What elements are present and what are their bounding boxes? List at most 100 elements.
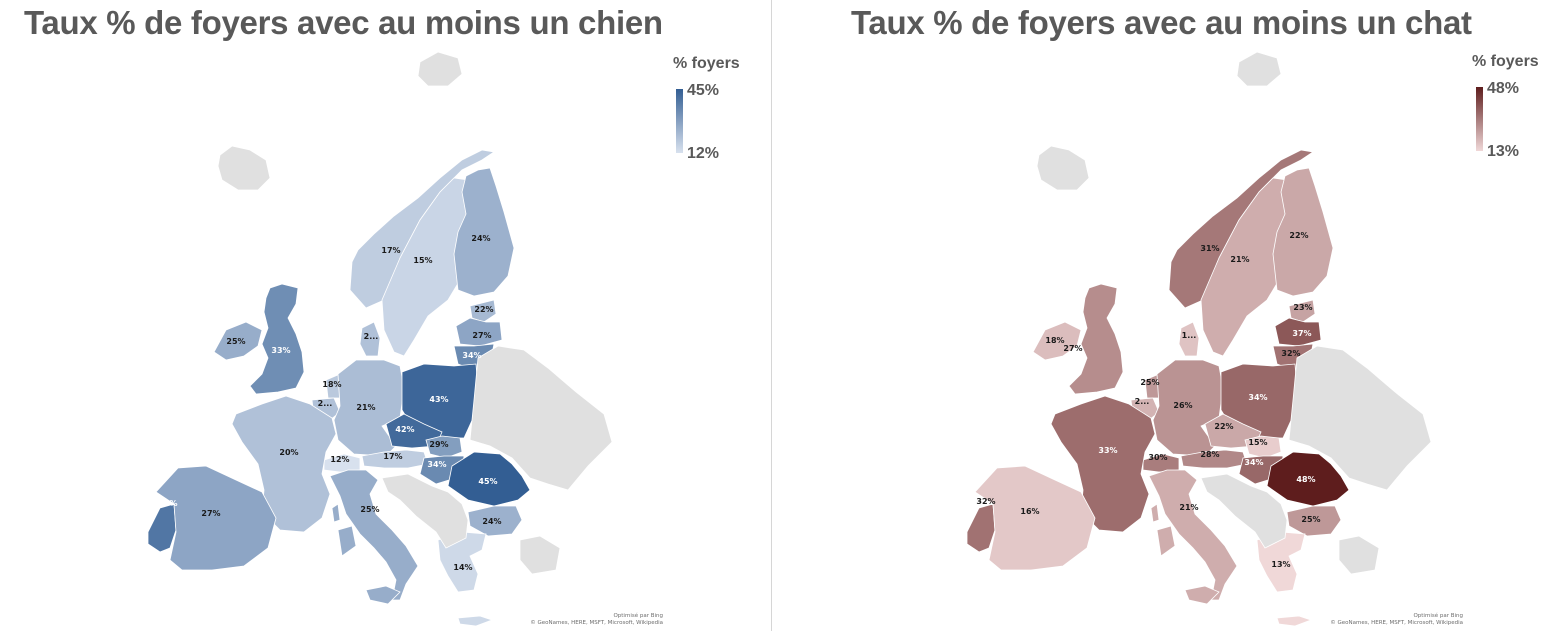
label-ch: 12% xyxy=(330,455,349,464)
country-crete[interactable] xyxy=(457,615,494,627)
country-sv[interactable] xyxy=(417,51,463,87)
country-turkey[interactable] xyxy=(519,535,561,575)
label-sk: 15% xyxy=(1248,438,1267,447)
dog-legend-max: 45% xyxy=(687,82,720,99)
country-ro[interactable] xyxy=(447,451,531,507)
country-it[interactable] xyxy=(329,469,419,601)
country-es[interactable] xyxy=(974,465,1096,571)
label-ro: 45% xyxy=(478,477,497,486)
country-turkey[interactable] xyxy=(1338,535,1380,575)
country-it[interactable] xyxy=(1148,469,1238,601)
label-no: 31% xyxy=(1200,244,1219,253)
label-fi: 24% xyxy=(471,234,490,243)
country-is[interactable] xyxy=(1036,145,1090,191)
label-gr: 13% xyxy=(1271,560,1290,569)
label-pl: 43% xyxy=(429,395,448,404)
label-lv: 27% xyxy=(472,331,491,340)
country-bg[interactable] xyxy=(467,505,523,537)
country-sv[interactable] xyxy=(1236,51,1282,87)
label-sk: 29% xyxy=(429,440,448,449)
country-fr[interactable] xyxy=(231,395,337,533)
dog-legend-title: % foyers xyxy=(673,55,740,72)
country-no[interactable] xyxy=(349,149,496,309)
country-is[interactable] xyxy=(217,145,271,191)
country-cor[interactable] xyxy=(331,503,341,523)
country-pt[interactable] xyxy=(966,503,996,553)
country-balkans[interactable] xyxy=(381,473,469,549)
country-gr[interactable] xyxy=(437,531,487,593)
label-ee: 23% xyxy=(1293,303,1312,312)
country-sic[interactable] xyxy=(1184,585,1220,605)
label-hu: 34% xyxy=(1244,458,1263,467)
country-east[interactable] xyxy=(469,345,613,491)
label-ie: 25% xyxy=(226,337,245,346)
label-fr: 20% xyxy=(279,448,298,457)
country-gr[interactable] xyxy=(1256,531,1306,593)
country-sk[interactable] xyxy=(1244,435,1282,459)
country-dk[interactable] xyxy=(1178,321,1200,357)
cat-choropleth-map[interactable]: 27%18% 31% 21% 22% 23% 37% 32% 1... 25% 2... 26% 34… xyxy=(773,0,1544,631)
country-lv[interactable] xyxy=(455,317,503,347)
panel-divider xyxy=(771,0,772,631)
label-no: 17% xyxy=(381,246,400,255)
country-sard[interactable] xyxy=(1156,525,1176,557)
cat-map-credits: Optimisé par Bing © GeoNames, HERE, MSFT… xyxy=(1330,613,1463,627)
country-dk[interactable] xyxy=(359,321,381,357)
country-uk[interactable] xyxy=(1068,283,1124,395)
country-sic[interactable] xyxy=(365,585,401,605)
label-ch: 30% xyxy=(1148,453,1167,462)
label-uk: 33% xyxy=(271,346,290,355)
dog-credits-line-1: Optimisé par Bing xyxy=(613,613,663,619)
label-cz: 42% xyxy=(395,425,414,434)
label-fi: 22% xyxy=(1289,231,1308,240)
country-fr[interactable] xyxy=(1050,395,1156,533)
dog-legend-gradient xyxy=(676,89,683,153)
country-es[interactable] xyxy=(155,465,277,571)
country-sard[interactable] xyxy=(337,525,357,557)
label-be: 2... xyxy=(1135,397,1150,406)
country-ee[interactable] xyxy=(469,299,497,323)
country-ie[interactable] xyxy=(1032,321,1082,361)
country-balkans[interactable] xyxy=(1200,473,1288,549)
label-dk: 2... xyxy=(364,332,379,341)
label-pt: 39% xyxy=(158,499,177,508)
label-be: 2... xyxy=(318,399,333,408)
cat-map-title: Taux % de foyers avec au moins un chat xyxy=(851,4,1472,41)
country-pt[interactable] xyxy=(147,503,177,553)
country-cor[interactable] xyxy=(1150,503,1160,523)
country-bg[interactable] xyxy=(1286,505,1342,537)
dog-choropleth-map[interactable]: 33% 25% 17% 15% 24% 22% 27% 34% 2... 18% 2... 21% 43… xyxy=(0,0,771,631)
country-no[interactable] xyxy=(1168,149,1315,309)
label-nl: 25% xyxy=(1140,378,1159,387)
country-fi[interactable] xyxy=(453,167,515,297)
country-fi[interactable] xyxy=(1272,167,1334,297)
label-de: 26% xyxy=(1173,401,1192,410)
label-uk: 27% xyxy=(1063,344,1082,353)
label-cz: 22% xyxy=(1214,422,1233,431)
label-nl: 18% xyxy=(322,380,341,389)
label-lt: 32% xyxy=(1281,349,1300,358)
label-es: 16% xyxy=(1020,507,1039,516)
label-se: 15% xyxy=(413,256,432,265)
cat-credits-line-2: © GeoNames, HERE, MSFT, Microsoft, Wikip… xyxy=(1330,620,1463,626)
country-east[interactable] xyxy=(1288,345,1432,491)
label-se: 21% xyxy=(1230,255,1249,264)
label-it: 21% xyxy=(1179,503,1198,512)
cat-legend-title: % foyers xyxy=(1472,53,1539,70)
country-ro[interactable] xyxy=(1266,451,1350,507)
country-crete[interactable] xyxy=(1276,615,1313,627)
cat-legend-max: 48% xyxy=(1487,80,1520,97)
label-fr: 33% xyxy=(1098,446,1117,455)
label-pl: 34% xyxy=(1248,393,1267,402)
label-ie: 18% xyxy=(1045,336,1064,345)
country-ie[interactable] xyxy=(213,321,263,361)
cat-credits-line-1: Optimisé par Bing xyxy=(1413,613,1463,619)
label-bg: 24% xyxy=(482,517,501,526)
country-ee[interactable] xyxy=(1288,299,1316,323)
country-lv[interactable] xyxy=(1274,317,1322,347)
country-uk[interactable] xyxy=(249,283,305,395)
country-sk[interactable] xyxy=(425,435,463,459)
label-es: 27% xyxy=(201,509,220,518)
label-gr: 14% xyxy=(453,563,472,572)
dog-credits-line-2: © GeoNames, HERE, MSFT, Microsoft, Wikip… xyxy=(530,620,663,626)
